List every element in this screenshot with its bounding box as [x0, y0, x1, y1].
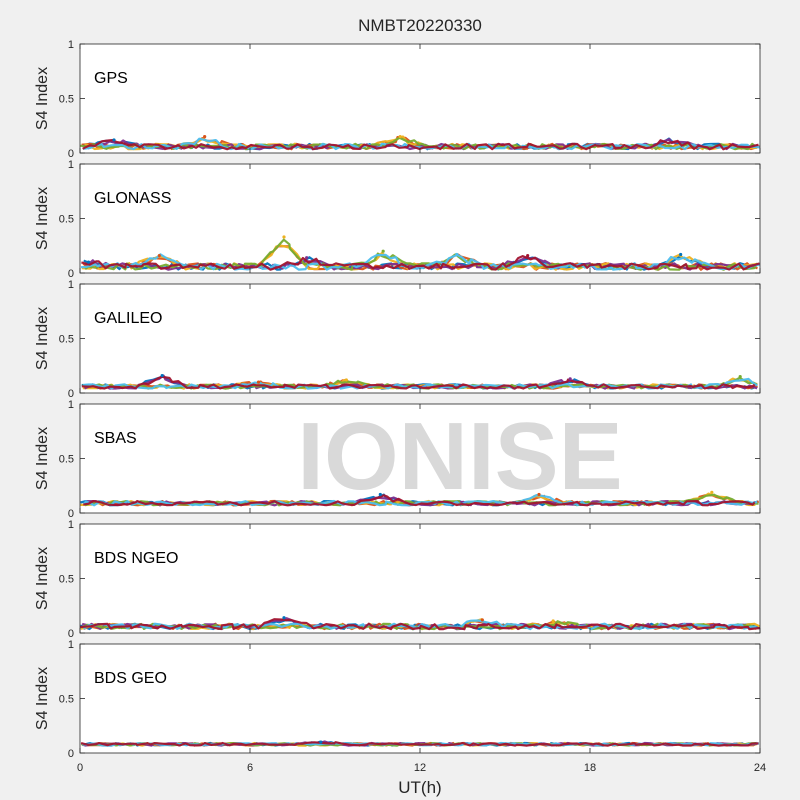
panel-label: BDS GEO — [94, 670, 167, 687]
data-point — [381, 249, 385, 253]
subplot-galileo: 0 0.5 1 S4 Index GALILEO — [34, 279, 761, 400]
x-tick-label: 0 — [77, 762, 83, 774]
y-tick-label: 1 — [68, 399, 74, 411]
x-tick-label: 24 — [754, 762, 766, 774]
data-point — [398, 135, 402, 139]
data-point — [282, 616, 286, 620]
data-point — [86, 260, 91, 264]
data-points — [81, 373, 758, 390]
plot-area — [80, 404, 760, 513]
subplot-sbas: IONISE 0 0.5 1 S4 Index SBAS — [34, 399, 761, 520]
data-point — [319, 740, 323, 744]
data-points — [80, 235, 760, 271]
s4-series-6 — [83, 137, 761, 151]
y-tick-label: 0.5 — [59, 214, 74, 226]
y-tick-label: 0 — [68, 508, 74, 520]
subplot-glonass: 0 0.5 1 S4 Index GLONASS — [34, 159, 761, 280]
data-point — [710, 490, 714, 494]
y-tick-label: 0 — [68, 148, 74, 160]
s4-series-7 — [80, 618, 761, 631]
data-point — [667, 138, 671, 142]
x-axis-label: UT(h) — [398, 778, 442, 797]
y-axis-label: S4 Index — [34, 427, 51, 490]
y-tick-label: 0.5 — [59, 94, 74, 106]
data-points — [80, 490, 760, 507]
data-point — [679, 252, 683, 257]
y-tick-label: 1 — [68, 639, 74, 651]
data-points — [80, 135, 761, 151]
x-tick-label: 6 — [247, 762, 253, 774]
y-axis-label: S4 Index — [34, 187, 51, 250]
panel-label: SBAS — [94, 430, 137, 447]
y-axis-label: S4 Index — [34, 667, 51, 730]
y-tick-label: 1 — [68, 279, 74, 291]
data-point — [526, 253, 530, 258]
data-point — [568, 377, 572, 381]
data-point — [157, 253, 161, 258]
x-tick-label: 18 — [584, 762, 596, 774]
data-point — [203, 135, 207, 139]
y-tick-label: 1 — [68, 159, 74, 171]
y-axis-label: S4 Index — [34, 67, 51, 130]
y-tick-label: 0.5 — [59, 454, 74, 466]
subplot-gps: 0 0.5 1 S4 Index GPS — [34, 39, 761, 160]
plot-area — [80, 524, 760, 633]
y-axis-label: S4 Index — [34, 547, 51, 610]
y-tick-label: 1 — [68, 519, 74, 531]
subplot-bds-geo: 0 0.5 1 S4 Index BDS GEO — [34, 639, 761, 760]
panel-label: BDS NGEO — [94, 550, 178, 567]
data-point — [344, 378, 348, 382]
subplot-bds-ngeo: 0 0.5 1 S4 Index BDS NGEO — [34, 519, 761, 640]
data-point — [112, 138, 116, 142]
data-point — [455, 252, 459, 257]
y-tick-label: 0.5 — [59, 334, 74, 346]
data-point — [282, 235, 286, 239]
y-tick-label: 0 — [68, 748, 74, 760]
s4-series-7 — [83, 494, 756, 507]
y-tick-label: 0 — [68, 268, 74, 280]
data-point — [305, 256, 309, 260]
panel-label: GALILEO — [94, 310, 162, 327]
data-point — [160, 373, 164, 378]
data-point — [551, 619, 555, 623]
y-axis-label: S4 Index — [34, 307, 51, 370]
data-point — [537, 492, 541, 497]
y-tick-label: 1 — [68, 39, 74, 51]
data-points — [80, 740, 760, 747]
panel-label: GLONASS — [94, 190, 171, 207]
plot-area — [80, 644, 760, 753]
plot-area — [80, 284, 760, 393]
plot-area — [80, 164, 760, 273]
plot-area — [80, 44, 760, 153]
s4-series-7 — [82, 139, 759, 151]
y-tick-label: 0 — [68, 628, 74, 640]
s4-series-7 — [80, 741, 759, 747]
x-tick-label: 12 — [414, 762, 426, 774]
figure-title: NMBT20220330 — [358, 16, 482, 35]
y-tick-label: 0.5 — [59, 694, 74, 706]
data-point — [378, 492, 382, 497]
data-point — [256, 380, 261, 384]
s4-series-7 — [81, 375, 756, 390]
watermark-logo: IONISE — [297, 403, 622, 510]
y-tick-label: 0 — [68, 388, 74, 400]
y-tick-label: 0.5 — [59, 574, 74, 586]
panel-label: GPS — [94, 70, 128, 87]
s4-series-7 — [81, 255, 760, 271]
data-points — [80, 616, 761, 631]
data-point — [738, 375, 742, 379]
data-point — [480, 618, 484, 622]
